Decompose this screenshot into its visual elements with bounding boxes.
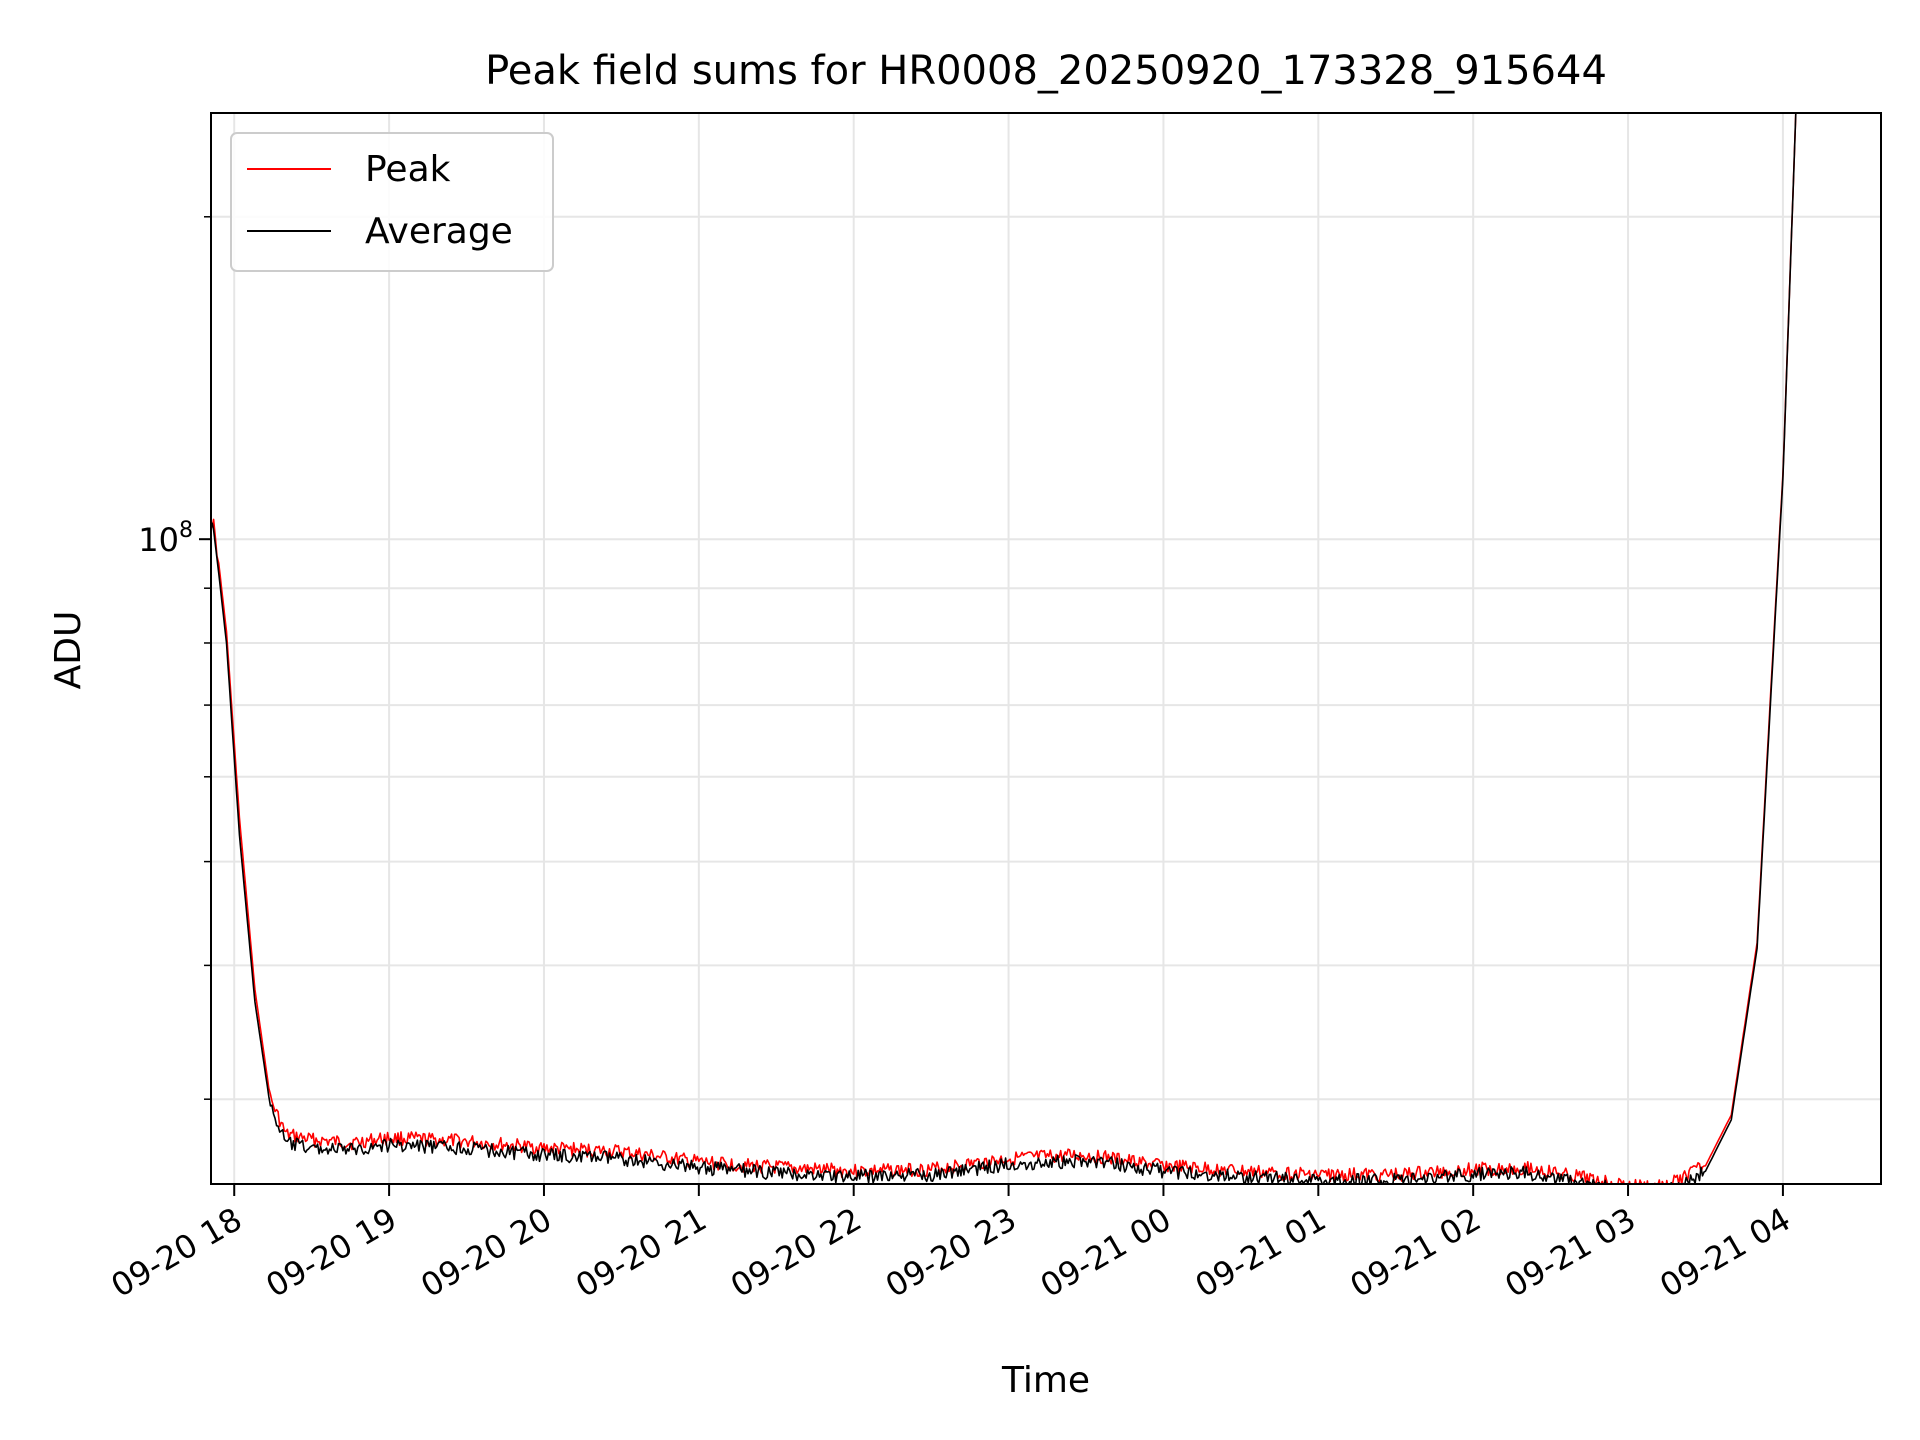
legend-label-average: Average xyxy=(365,211,513,252)
chart-title: Peak field sums for HR0008_20250920_1733… xyxy=(485,48,1607,94)
grid xyxy=(211,113,1881,1184)
legend-label-peak: Peak xyxy=(365,149,451,190)
series-line-peak xyxy=(211,113,1797,1184)
y-axis-label: ADU xyxy=(48,611,89,690)
y-axis: 108 xyxy=(138,216,211,1100)
legend: Peak Average xyxy=(230,132,554,272)
plot-frame xyxy=(210,112,1882,1185)
series-layer xyxy=(211,113,1797,1184)
x-axis-label: Time xyxy=(1001,1360,1090,1401)
y-tick-label: 108 xyxy=(138,518,193,559)
series-line-average xyxy=(211,113,1797,1184)
legend-box xyxy=(230,132,554,272)
